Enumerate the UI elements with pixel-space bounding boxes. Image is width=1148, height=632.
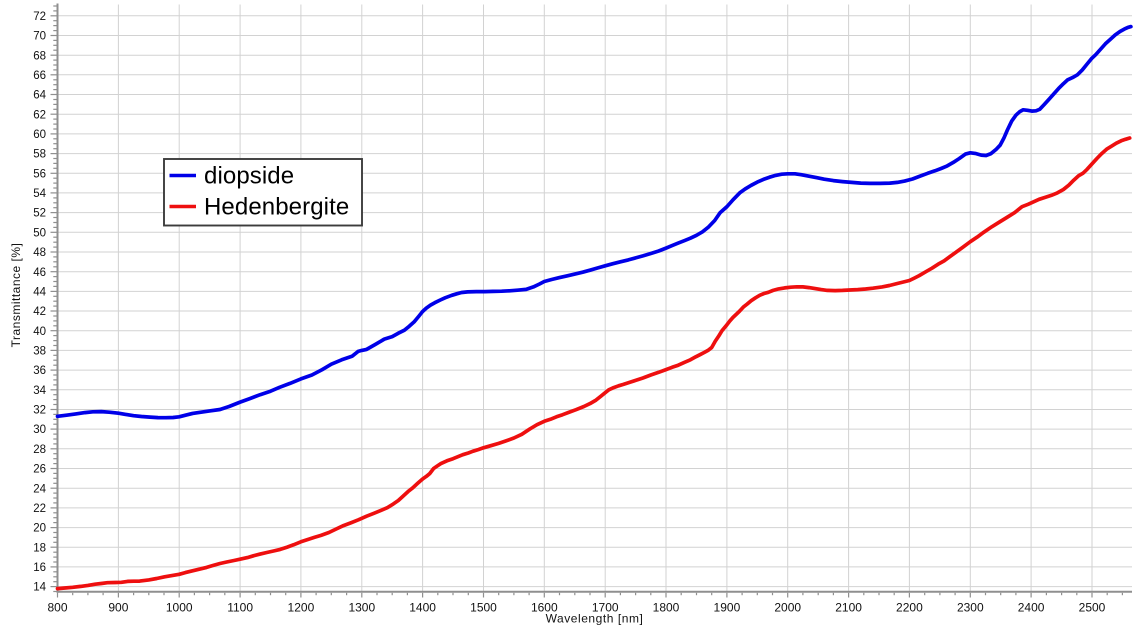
svg-text:70: 70 (33, 31, 46, 43)
svg-text:Hedenbergite: Hedenbergite (204, 194, 349, 221)
svg-text:38: 38 (33, 346, 46, 358)
svg-text:1600: 1600 (531, 601, 558, 615)
svg-text:56: 56 (33, 168, 46, 180)
svg-text:52: 52 (33, 208, 46, 220)
svg-text:46: 46 (33, 267, 46, 279)
svg-text:40: 40 (33, 326, 46, 338)
svg-text:32: 32 (33, 405, 46, 417)
svg-text:900: 900 (108, 601, 128, 615)
svg-text:1100: 1100 (227, 601, 253, 615)
svg-text:2400: 2400 (1018, 601, 1045, 615)
svg-text:62: 62 (33, 109, 46, 121)
svg-text:Transmittance [%]: Transmittance [%] (9, 243, 23, 348)
svg-text:2000: 2000 (774, 601, 801, 615)
svg-text:1400: 1400 (409, 601, 436, 615)
svg-text:64: 64 (33, 90, 46, 102)
svg-text:14: 14 (33, 582, 46, 594)
svg-text:50: 50 (33, 227, 46, 239)
svg-text:66: 66 (33, 70, 46, 82)
svg-text:800: 800 (47, 601, 67, 615)
svg-text:1000: 1000 (166, 601, 193, 615)
svg-text:54: 54 (33, 188, 46, 200)
svg-text:2500: 2500 (1079, 601, 1106, 615)
svg-text:42: 42 (33, 306, 46, 318)
svg-text:16: 16 (33, 562, 46, 574)
svg-text:2300: 2300 (957, 601, 984, 615)
svg-text:18: 18 (33, 542, 46, 554)
svg-text:1300: 1300 (348, 601, 375, 615)
svg-text:diopside: diopside (204, 163, 294, 190)
svg-text:1500: 1500 (470, 601, 497, 615)
svg-text:72: 72 (33, 11, 46, 23)
svg-text:48: 48 (33, 247, 46, 259)
svg-text:1800: 1800 (653, 601, 680, 615)
svg-text:58: 58 (33, 149, 46, 161)
svg-text:1700: 1700 (592, 601, 619, 615)
svg-text:26: 26 (33, 464, 46, 476)
svg-text:28: 28 (33, 444, 46, 456)
svg-text:1900: 1900 (714, 601, 741, 615)
svg-text:68: 68 (33, 50, 46, 62)
svg-text:30: 30 (33, 424, 46, 436)
svg-text:44: 44 (33, 287, 46, 299)
svg-text:36: 36 (33, 365, 46, 377)
svg-text:Wavelength [nm]: Wavelength [nm] (546, 612, 644, 626)
svg-text:2100: 2100 (835, 601, 862, 615)
svg-text:34: 34 (33, 385, 46, 397)
svg-text:60: 60 (33, 129, 46, 141)
svg-text:2200: 2200 (896, 601, 923, 615)
svg-text:24: 24 (33, 483, 46, 495)
svg-text:1200: 1200 (288, 601, 315, 615)
svg-text:20: 20 (33, 523, 46, 535)
svg-text:22: 22 (33, 503, 46, 515)
